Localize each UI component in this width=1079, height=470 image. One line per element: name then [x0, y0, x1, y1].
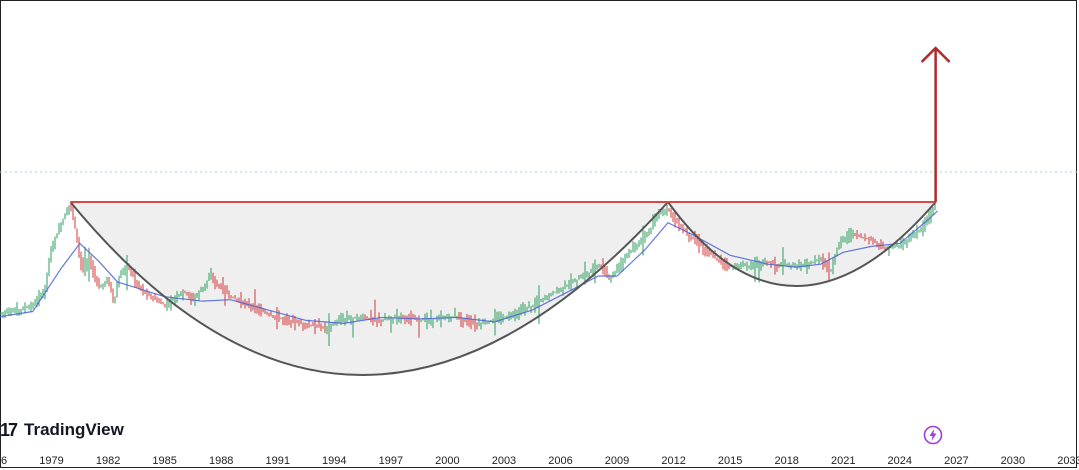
- cup-curve-left: [69, 201, 669, 376]
- x-tick-label: 1979: [39, 455, 63, 467]
- x-tick-label: 2006: [548, 455, 572, 467]
- x-tick-label: 1985: [152, 455, 176, 467]
- x-tick-label: 1991: [266, 455, 290, 467]
- x-tick-label: 2027: [944, 455, 968, 467]
- target-arrow-head: [920, 46, 951, 63]
- x-tick-label: 1988: [209, 455, 233, 467]
- x-tick-label: 2012: [661, 455, 685, 467]
- x-axis-tick-labels: 6 1979 1982 1985 1988 1991 1994 1997 2000 2003 200…: [1, 455, 1079, 467]
- tradingview-logo[interactable]: 17 TradingView: [0, 418, 124, 442]
- cup-fill-left: [70, 202, 668, 375]
- x-tick-label: 6: [1, 455, 7, 467]
- tradingview-logo-text: TradingView: [24, 420, 124, 439]
- moving-average-line: [0, 210, 938, 324]
- x-tick-label: 2030: [1001, 455, 1025, 467]
- x-tick-label: 1994: [322, 455, 346, 467]
- x-tick-label: 1997: [379, 455, 403, 467]
- x-tick-label: 2000: [435, 455, 459, 467]
- x-tick-label: 2018: [774, 455, 798, 467]
- tradingview-logo-mark: 17: [0, 419, 18, 440]
- target-arrow: [920, 46, 951, 202]
- x-tick-label: 2024: [888, 455, 912, 467]
- x-tick-label: 2021: [831, 455, 855, 467]
- x-tick-label: 1982: [96, 455, 120, 467]
- x-tick-label: 2009: [605, 455, 629, 467]
- x-tick-label: 2003: [492, 455, 516, 467]
- x-tick-label: 2033: [1057, 455, 1079, 467]
- cup-curve-right: [667, 201, 937, 287]
- x-tick-label: 2015: [718, 455, 742, 467]
- lightning-bolt-icon[interactable]: [923, 425, 943, 445]
